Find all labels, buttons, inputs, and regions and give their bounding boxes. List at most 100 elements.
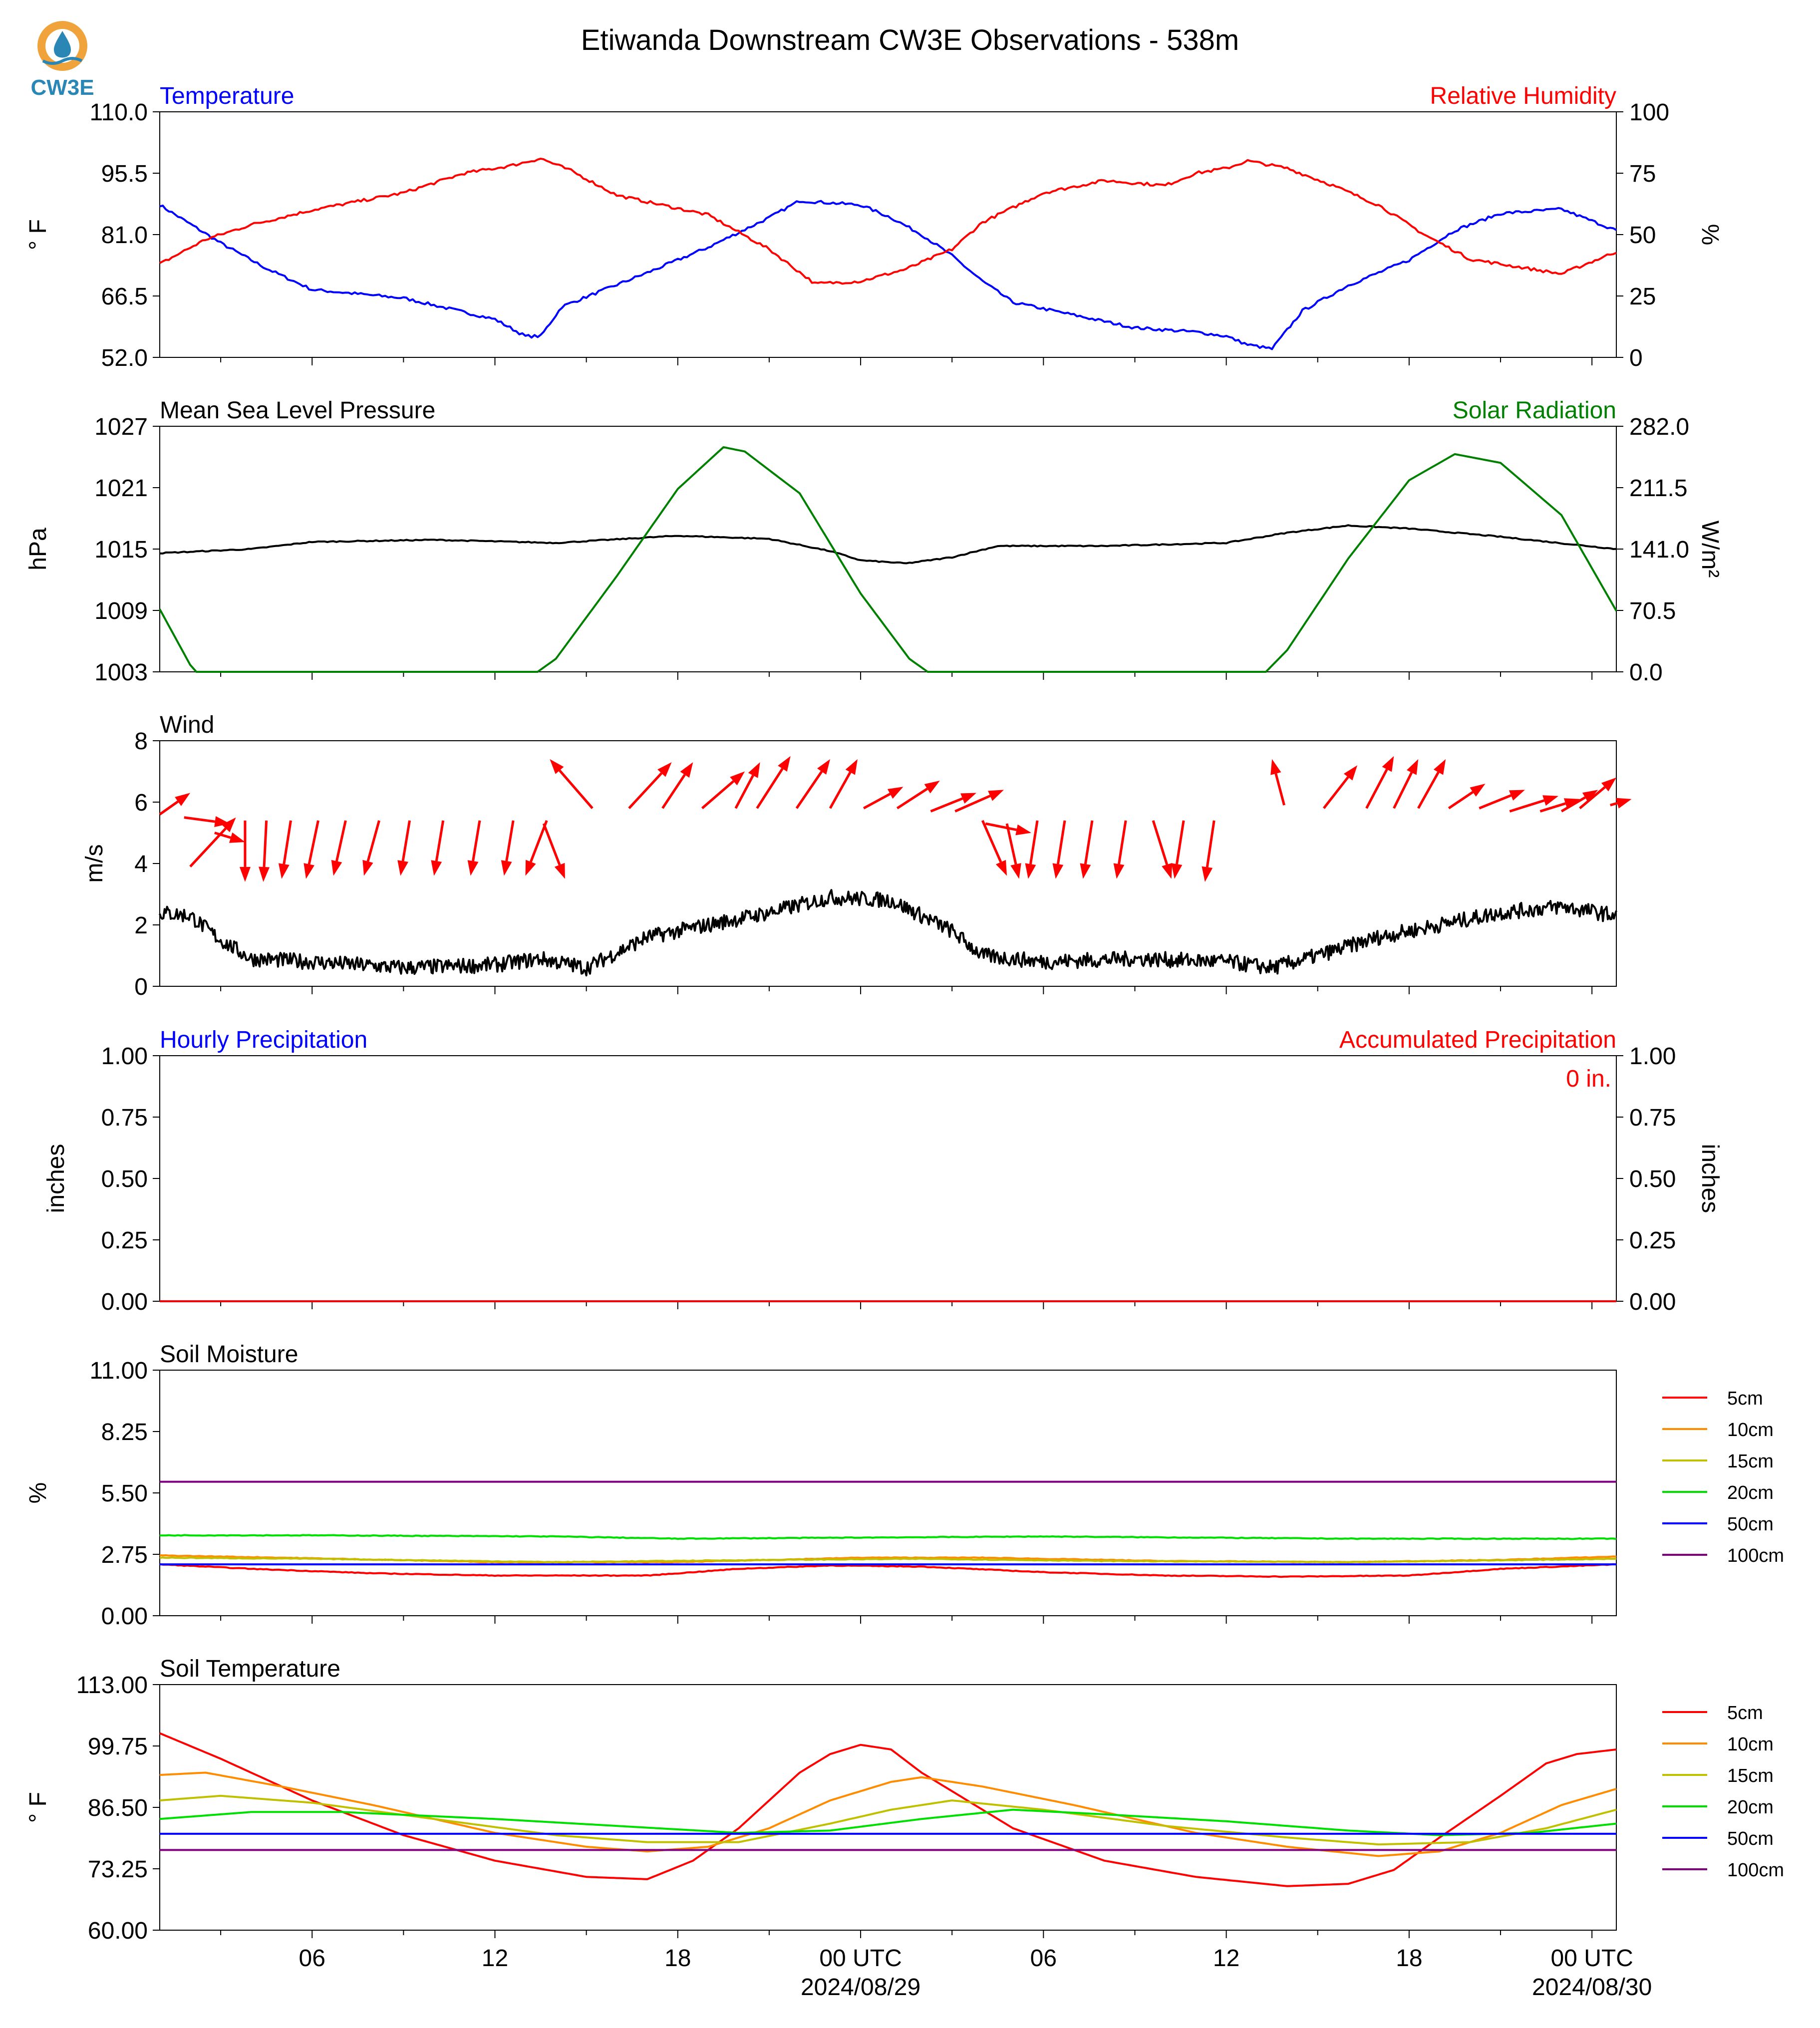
wind-arrow-shaft (1560, 796, 1586, 813)
wind-arrow-shaft (366, 820, 380, 862)
y-tick-label-left: 73.25 (88, 1856, 148, 1883)
wind-arrow-head (229, 832, 245, 843)
wind-arrow-head (1162, 863, 1173, 879)
wind-arrow (501, 820, 515, 876)
wind-arrow-shaft (1176, 820, 1185, 865)
y-tick-label-left: 95.5 (101, 161, 148, 187)
wind-arrow-head (362, 860, 373, 876)
y-tick-label-left: 66.5 (101, 284, 148, 310)
wind-arrow (303, 820, 319, 879)
y-tick-label-left: 1009 (94, 598, 148, 624)
plot-frame (159, 111, 1617, 358)
wind-arrow (661, 762, 693, 809)
wind-arrow-shaft (214, 832, 231, 839)
wind-arrow-head (748, 762, 760, 778)
x-tick-label: 18 (664, 1945, 691, 1972)
y-tick-label-left: 1015 (94, 537, 148, 563)
plot-frame (159, 740, 1617, 987)
wind-arrow-head (525, 860, 536, 876)
y-tick-label-left: 0.00 (101, 1603, 148, 1630)
panel-6: Soil Temperature 60.00 73.25 86.50 99.75 113.… (25, 1656, 1784, 1944)
panel-title-left: Hourly Precipitation (160, 1027, 367, 1053)
wind-arrow (397, 820, 411, 876)
wind-arrow (467, 820, 481, 876)
wind-arrow-shaft (1393, 772, 1413, 809)
x-tick-label: 06 (299, 1945, 325, 1972)
legend-label: 5cm (1727, 1388, 1763, 1409)
wind-arrow (1080, 820, 1094, 879)
wind-arrow (863, 787, 904, 810)
wind-arrow-head (730, 771, 745, 786)
wind-arrow-head (1113, 863, 1125, 879)
figure-title: Etiwanda Downstream CW3E Observations - … (581, 24, 1239, 56)
x-tick-date-label: 2024/08/29 (801, 1974, 920, 2001)
wind-arrow (1025, 820, 1039, 879)
wind-arrow-shaft (863, 793, 891, 810)
wind-arrow (1365, 756, 1394, 809)
wind-arrow (542, 823, 565, 879)
wind-arrow-shaft (159, 800, 179, 816)
wind-arrow-shaft (1365, 769, 1388, 809)
wind-arrow (189, 817, 236, 868)
wind-arrow-shaft (184, 816, 216, 823)
series-line-15cm (159, 1794, 1617, 1846)
y-tick-label-right: 0 (1629, 345, 1643, 371)
x-tick-label: 12 (1213, 1945, 1239, 1972)
y-tick-label-left: 99.75 (88, 1734, 148, 1760)
legend-label: 10cm (1727, 1734, 1774, 1755)
wind-arrow-head (1563, 798, 1580, 809)
logo-text: CW3E (30, 75, 94, 100)
wind-arrow-head (1025, 863, 1036, 879)
wind-arrow-shaft (1118, 820, 1127, 865)
y-axis-label-right: % (1697, 224, 1723, 246)
y-tick-label-right: 0.75 (1629, 1105, 1676, 1131)
wind-arrow-shaft (1509, 799, 1545, 813)
wind-arrow-shaft (307, 820, 319, 865)
wind-arrow (896, 780, 940, 810)
y-tick-label-left: 113.00 (76, 1672, 148, 1699)
y-axis-label-left: m/s (81, 844, 108, 882)
wind-arrow-shaft (1448, 791, 1474, 810)
wind-arrow-head (175, 793, 191, 806)
panel-2: Mean Sea Level Pressure Solar Radiation 10… (25, 397, 1723, 686)
wind-arrow-shaft (661, 774, 686, 809)
wind-arrow-head (924, 780, 940, 794)
wind-arrow (1152, 820, 1173, 879)
legend-label: 20cm (1727, 1797, 1774, 1818)
legend-label: 15cm (1727, 1765, 1774, 1786)
y-tick-label-left: 86.50 (88, 1795, 148, 1821)
wind-arrow (1417, 759, 1446, 809)
wind-arrow-shaft (734, 775, 754, 809)
wind-arrow-head (657, 762, 672, 777)
series-line-relative-humidity (159, 157, 1617, 285)
wind-arrow-head (995, 860, 1007, 876)
plot-frame (159, 1055, 1617, 1302)
y-tick-label-right: 100 (1629, 99, 1669, 126)
wind-arrow-shaft (954, 795, 991, 813)
y-tick-label-right: 75 (1629, 161, 1656, 187)
wind-arrow (1202, 820, 1215, 882)
y-tick-label-left: 1003 (94, 659, 148, 686)
wind-arrow (1113, 820, 1127, 879)
y-tick-label-left: 0 (134, 974, 148, 1000)
wind-arrow (1509, 795, 1559, 813)
y-axis-label-left: % (25, 1482, 51, 1504)
wind-arrow (550, 759, 594, 809)
y-tick-label-right: 0.50 (1629, 1166, 1676, 1192)
wind-arrow (278, 820, 292, 879)
panel-5: Soil Moisture 0.00 2.75 5.50 8.25 11.00% 5cm 10… (25, 1341, 1784, 1630)
y-tick-label-left: 8.25 (101, 1419, 148, 1446)
wind-arrow-shaft (1479, 794, 1512, 810)
wind-arrow-head (1052, 863, 1064, 879)
y-tick-label-left: 1027 (94, 414, 148, 440)
wind-arrow (701, 771, 745, 810)
y-tick-label-left: 4 (134, 851, 148, 877)
y-tick-label-right: 70.5 (1629, 598, 1676, 624)
panel-4: Hourly Precipitation Accumulated Precipit… (43, 1027, 1723, 1315)
wind-arrow-shaft (1005, 823, 1017, 865)
wind-arrow (331, 820, 347, 876)
wind-arrow-head (988, 790, 1004, 801)
y-tick-label-right: 0.00 (1629, 1289, 1676, 1315)
wind-arrow-head (278, 863, 290, 879)
y-axis-label-left: ° F (25, 1792, 51, 1823)
